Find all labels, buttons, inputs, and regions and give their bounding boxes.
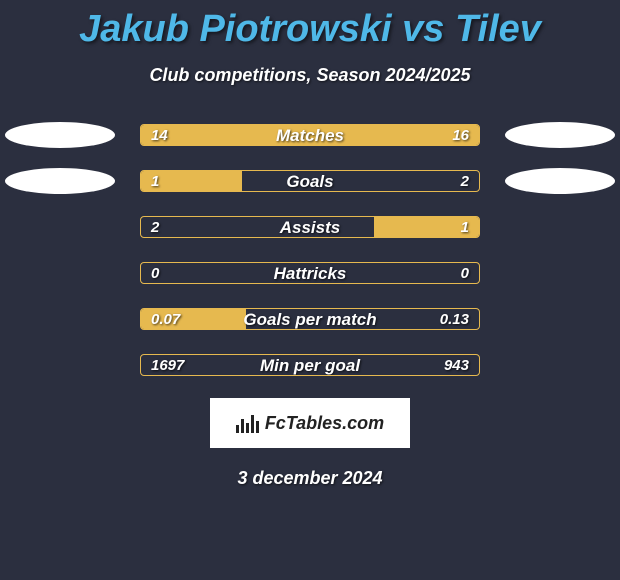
stat-bar: 12Goals [140,170,480,192]
player-badge-left [5,168,115,194]
stat-label: Min per goal [141,355,479,376]
stat-label: Hattricks [141,263,479,284]
page-title: Jakub Piotrowski vs Tilev [0,0,620,51]
stat-row: 21Assists [0,216,620,238]
date-text: 3 december 2024 [0,468,620,489]
stat-bar: 00Hattricks [140,262,480,284]
stat-row: 1697943Min per goal [0,354,620,376]
stat-label: Goals per match [141,309,479,330]
stat-row: 00Hattricks [0,262,620,284]
stat-bar: 21Assists [140,216,480,238]
player-badge-right [505,122,615,148]
subtitle: Club competitions, Season 2024/2025 [0,65,620,86]
stats-container: 1416Matches 12Goals 21Assists 00Hattricks 0.… [0,124,620,376]
player-badge-right [505,168,615,194]
stat-bar: 0.070.13Goals per match [140,308,480,330]
bar-chart-icon [236,413,259,433]
stat-row: 1416Matches [0,124,620,146]
stat-label: Assists [141,217,479,238]
stat-row: 0.070.13Goals per match [0,308,620,330]
logo-text: FcTables.com [265,413,384,434]
stat-label: Goals [141,171,479,192]
stat-label: Matches [141,125,479,146]
stat-bar: 1416Matches [140,124,480,146]
fctables-logo: FcTables.com [210,398,410,448]
stat-bar: 1697943Min per goal [140,354,480,376]
stat-row: 12Goals [0,170,620,192]
player-badge-left [5,122,115,148]
